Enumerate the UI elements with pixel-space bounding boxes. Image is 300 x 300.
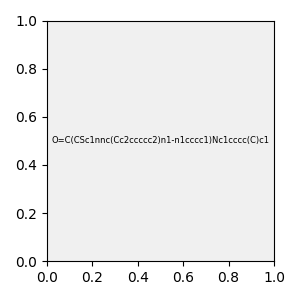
Text: O=C(CSc1nnc(Cc2ccccc2)n1-n1cccc1)Nc1cccc(C)c1: O=C(CSc1nnc(Cc2ccccc2)n1-n1cccc1)Nc1cccc… (51, 136, 269, 146)
